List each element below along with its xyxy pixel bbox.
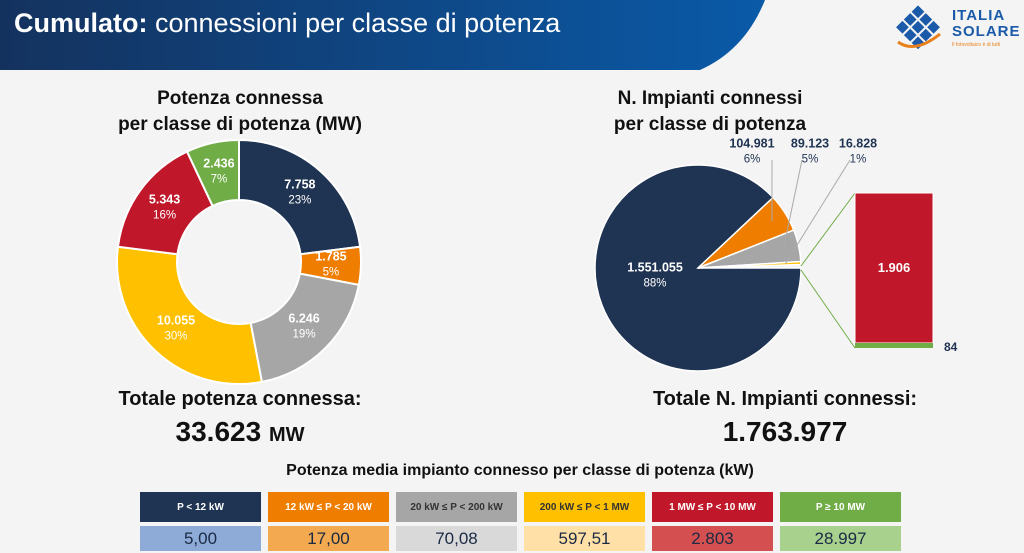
donut-slice-label: 2.436 7% bbox=[203, 157, 234, 188]
pie-slice bbox=[697, 260, 802, 269]
pie-slice-label: 104.981 6% bbox=[729, 137, 774, 168]
slice-value: 10.055 bbox=[156, 313, 196, 328]
pie-title: N. Impianti connessi per classe di potenz… bbox=[613, 88, 807, 135]
bar-value-label: 84 bbox=[944, 340, 958, 354]
donut-slice-label: 5.343 16% bbox=[149, 192, 180, 223]
slice-value: 6.246 bbox=[288, 311, 320, 326]
table-value-cell: 28.997 bbox=[780, 526, 901, 551]
avg-power-table: P < 12 kW 12 kW ≤ P < 20 kW 20 kW ≤ P < 20… bbox=[140, 492, 901, 551]
slice-pct: 6% bbox=[743, 153, 761, 166]
slice-value: 1.785 bbox=[315, 249, 347, 264]
slice-pct: 23% bbox=[288, 194, 312, 207]
pie-slice-label: 1.551.055 88% bbox=[627, 261, 683, 292]
slice-pct: 5% bbox=[801, 153, 819, 166]
slice-pct: 19% bbox=[292, 328, 316, 341]
donut-title: Potenza connessa per classe di potenza (M… bbox=[118, 88, 362, 135]
slice-value: 2.436 bbox=[203, 156, 235, 171]
slice-value: 1.551.055 bbox=[627, 260, 683, 275]
slice-value: 7.758 bbox=[284, 177, 316, 192]
slice-value: 5.343 bbox=[148, 192, 181, 207]
connector-line bbox=[800, 192, 856, 267]
bar-value-label: 1.906 bbox=[878, 260, 911, 275]
table-value-cell: 17,00 bbox=[268, 526, 389, 551]
table-value-cell: 5,00 bbox=[140, 526, 261, 551]
table-value-cell: 597,51 bbox=[524, 526, 645, 551]
table-header-cell: 200 kW ≤ P < 1 MW bbox=[524, 492, 645, 522]
leader-line bbox=[782, 159, 803, 250]
table-title: Potenza media impianto connesso per clas… bbox=[286, 462, 754, 479]
slice-pct: 5% bbox=[322, 266, 340, 279]
logo-text: ITALIA SOLARE bbox=[952, 7, 1021, 40]
page-title: Cumulato: connessioni per classe di pote… bbox=[14, 8, 561, 38]
pie-total-label: Totale N. Impianti connessi: bbox=[652, 388, 918, 410]
bar-segment bbox=[855, 343, 933, 348]
table-header-cell: 12 kW ≤ P < 20 kW bbox=[268, 492, 389, 522]
leader-line bbox=[785, 159, 851, 265]
slice-pct: 16% bbox=[153, 209, 177, 222]
slice-pct: 7% bbox=[210, 173, 228, 186]
pie-slice-label: 89.123 5% bbox=[791, 137, 829, 168]
pie-total-value: 1.763.977 bbox=[722, 416, 848, 447]
table-header-cell: P ≥ 10 MW bbox=[780, 492, 901, 522]
pie-slice-label: 16.828 1% bbox=[839, 137, 877, 168]
donut-total-label: Totale potenza connessa: bbox=[118, 388, 362, 410]
slice-pct: 1% bbox=[849, 153, 867, 166]
donut-slice bbox=[185, 138, 240, 208]
italia-solare-logo bbox=[896, 5, 941, 50]
slice-value: 104.981 bbox=[729, 136, 775, 151]
table-header-cell: 1 MW ≤ P < 10 MW bbox=[652, 492, 773, 522]
slice-value: 89.123 bbox=[790, 136, 830, 151]
connector-line bbox=[800, 269, 856, 349]
donut-slice bbox=[116, 245, 264, 385]
table-value-cell: 70,08 bbox=[396, 526, 517, 551]
logo-tagline: Il fotovoltaico è di tutti bbox=[952, 42, 1001, 48]
table-value-cell: 2.803 bbox=[652, 526, 773, 551]
bar-segment bbox=[854, 192, 934, 344]
donut-slice-label: 6.246 19% bbox=[288, 312, 319, 343]
slice-value: 16.828 bbox=[838, 136, 878, 151]
pie-slice bbox=[594, 164, 802, 372]
donut-slice-label: 1.785 5% bbox=[315, 249, 346, 280]
donut-slice-label: 7.758 23% bbox=[284, 177, 315, 208]
table-header-cell: 20 kW ≤ P < 200 kW bbox=[396, 492, 517, 522]
table-header-cell: P < 12 kW bbox=[140, 492, 261, 522]
donut-slice-label: 10.055 30% bbox=[157, 314, 195, 345]
header-banner bbox=[0, 0, 1024, 72]
donut-total-value: 33.623 MW bbox=[175, 416, 305, 447]
slice-pct: 30% bbox=[164, 330, 188, 343]
slice-pct: 88% bbox=[643, 277, 667, 290]
donut-slice bbox=[238, 138, 362, 256]
